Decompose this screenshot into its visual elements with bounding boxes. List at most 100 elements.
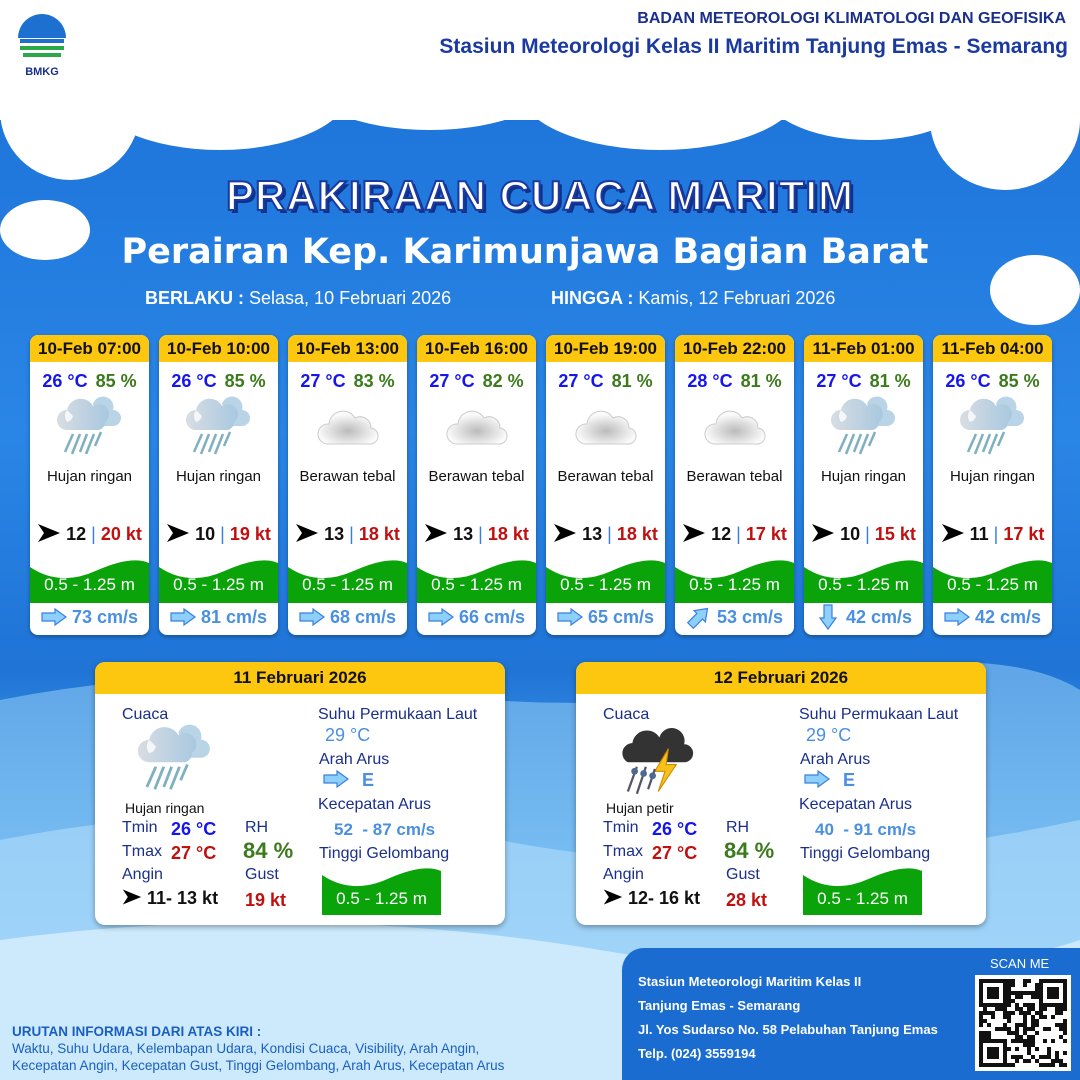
- qr-module: [979, 991, 983, 995]
- qr-module: [999, 1027, 1003, 1031]
- tmax-value: 27 °C: [652, 843, 698, 863]
- qr-module: [1063, 1039, 1067, 1043]
- qr-module: [995, 1063, 999, 1067]
- qr-module: [987, 1047, 991, 1051]
- daily-condition: Hujan ringan: [125, 800, 205, 816]
- qr-module: [1023, 1031, 1027, 1035]
- gust-speed: 15 kt: [874, 524, 916, 544]
- light-rain-icon: [56, 396, 121, 455]
- qr-module: [1043, 1015, 1047, 1019]
- wave-icon: [288, 560, 407, 603]
- qr-module: [1051, 995, 1055, 999]
- qr-module: [1055, 987, 1059, 991]
- qr-module: [1035, 1019, 1039, 1023]
- qr-module: [1015, 1003, 1019, 1007]
- qr-module: [1043, 1039, 1047, 1043]
- note-line: Kecepatan Angin, Kecepatan Gust, Tinggi …: [12, 1058, 505, 1073]
- qr-module: [1035, 1023, 1039, 1027]
- qr-module: [1055, 995, 1059, 999]
- qr-module: [1015, 1007, 1019, 1011]
- current-arrow-east-icon: [944, 607, 970, 627]
- qr-module: [1027, 991, 1031, 995]
- qr-module: [987, 1031, 991, 1035]
- qr-module: [1027, 1027, 1031, 1031]
- valid-from-label: BERLAKU :: [145, 288, 244, 308]
- qr-module: [1019, 995, 1023, 999]
- qr-module: [979, 1011, 983, 1015]
- qr-module: [1043, 979, 1047, 983]
- qr-module: [1015, 1031, 1019, 1035]
- qr-module: [995, 1055, 999, 1059]
- wave-height: 0.5 - 1.25 m: [302, 575, 393, 594]
- overcast-icon: [575, 410, 637, 445]
- wave-height: 0.5 - 1.25 m: [560, 575, 651, 594]
- qr-module: [987, 1011, 991, 1015]
- qr-module: [991, 1039, 995, 1043]
- qr-module: [1063, 1051, 1067, 1055]
- qr-module: [1023, 1019, 1027, 1023]
- daily-date: 12 Februari 2026: [576, 662, 986, 694]
- current-arrow-east-icon: [323, 769, 350, 789]
- label-gust: Gust: [245, 866, 279, 883]
- qr-module: [983, 1011, 987, 1015]
- qr-module: [979, 1015, 983, 1019]
- cloud-shape: [0, 200, 90, 260]
- daily-condition: Hujan petir: [606, 800, 674, 816]
- current-speed: 65 cm/s: [587, 607, 655, 627]
- qr-module: [979, 1031, 983, 1035]
- qr-module: [1003, 987, 1007, 991]
- wave-height: 0.5 - 1.25 m: [689, 575, 780, 594]
- qr-module: [1031, 1043, 1035, 1047]
- qr-module: [987, 991, 991, 995]
- wind-arrow-icon: [38, 524, 61, 542]
- label-cuaca: Cuaca: [603, 706, 650, 723]
- qr-module: [1039, 995, 1043, 999]
- daily-summary-panel: 12 Februari 2026 Cuaca Hujan petir Tmin …: [576, 662, 986, 925]
- qr-module: [987, 1003, 991, 1007]
- wave-icon: [322, 868, 441, 915]
- qr-module: [1019, 991, 1023, 995]
- thunderstorm-icon: [622, 728, 694, 795]
- qr-module: [983, 1019, 987, 1023]
- qr-module: [995, 991, 999, 995]
- qr-module: [1003, 991, 1007, 995]
- wind-arrow-icon: [554, 524, 577, 542]
- qr-module: [1023, 1027, 1027, 1031]
- qr-module: [1035, 1059, 1039, 1063]
- qr-module: [1047, 991, 1051, 995]
- qr-module: [1003, 1007, 1007, 1011]
- gust-value: 19 kt: [245, 890, 287, 910]
- qr-module: [979, 1039, 983, 1043]
- qr-module: [1039, 1055, 1043, 1059]
- footer-location: Tanjung Emas - Semarang: [638, 998, 801, 1013]
- gust-speed: 17 kt: [745, 524, 787, 544]
- qr-code[interactable]: [975, 975, 1071, 1071]
- label-rh: RH: [245, 819, 269, 836]
- qr-module: [1027, 1039, 1031, 1043]
- separator: |: [736, 524, 741, 544]
- qr-module: [1023, 1039, 1027, 1043]
- qr-module: [1003, 1063, 1007, 1067]
- qr-module: [1059, 1003, 1063, 1007]
- current-arrow-east-icon: [428, 607, 454, 627]
- qr-module: [1027, 1003, 1031, 1007]
- qr-module: [1027, 1047, 1031, 1051]
- qr-module: [1027, 1011, 1031, 1015]
- valid-from: BERLAKU : Selasa, 10 Februari 2026: [145, 288, 451, 309]
- qr-module: [987, 1023, 991, 1027]
- qr-module: [999, 979, 1003, 983]
- qr-module: [1063, 1031, 1067, 1035]
- qr-module: [1047, 1051, 1051, 1055]
- qr-module: [1019, 1039, 1023, 1043]
- label-tinggi-gelombang: Tinggi Gelombang: [800, 845, 931, 862]
- qr-module: [995, 987, 999, 991]
- forecast-card: 11-Feb 01:00 27 °C 81 % Hujan ringan 10 |…: [804, 335, 923, 635]
- qr-module: [1059, 1027, 1063, 1031]
- light-rain-icon: [185, 396, 250, 455]
- qr-module: [1003, 1039, 1007, 1043]
- weather-condition: Berawan tebal: [428, 468, 525, 485]
- qr-module: [1003, 995, 1007, 999]
- air-temperature: 27 °C: [558, 371, 604, 391]
- wave-height: 0.5 - 1.25 m: [44, 575, 135, 594]
- qr-module: [1035, 1031, 1039, 1035]
